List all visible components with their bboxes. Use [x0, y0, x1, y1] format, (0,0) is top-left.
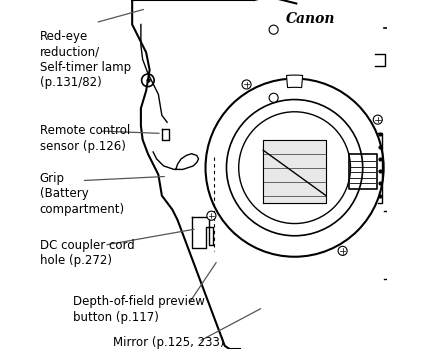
Text: DC coupler cord
hole (p.272): DC coupler cord hole (p.272) [40, 239, 134, 268]
Circle shape [269, 25, 278, 34]
Circle shape [269, 93, 278, 102]
Circle shape [373, 115, 382, 124]
Text: Remote control
sensor (p.126): Remote control sensor (p.126) [40, 124, 130, 152]
Circle shape [207, 211, 216, 220]
Text: Grip
(Battery
compartment): Grip (Battery compartment) [40, 172, 125, 216]
Text: Mirror (p.125, 233): Mirror (p.125, 233) [113, 336, 224, 349]
Wedge shape [286, 75, 303, 88]
Polygon shape [263, 140, 326, 203]
Text: Red-eye
reduction/
Self-timer lamp
(p.131/82): Red-eye reduction/ Self-timer lamp (p.13… [40, 30, 131, 89]
Text: Depth-of-field preview
button (p.117): Depth-of-field preview button (p.117) [73, 295, 205, 323]
Circle shape [338, 246, 347, 256]
Text: Canon: Canon [286, 12, 335, 26]
Circle shape [242, 80, 251, 89]
